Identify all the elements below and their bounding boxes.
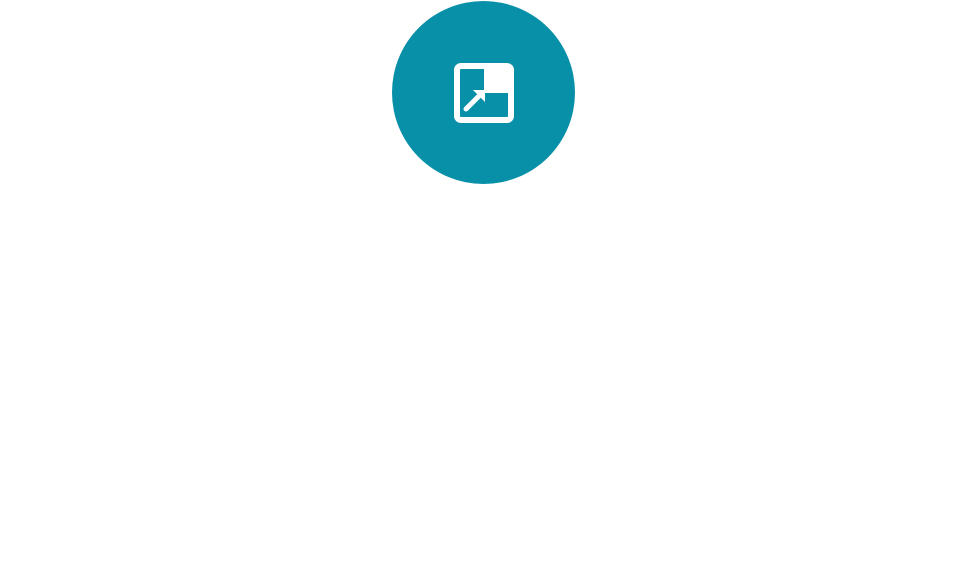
open-in-window-button[interactable] xyxy=(392,1,575,184)
open-in-new-window-icon xyxy=(453,62,514,123)
